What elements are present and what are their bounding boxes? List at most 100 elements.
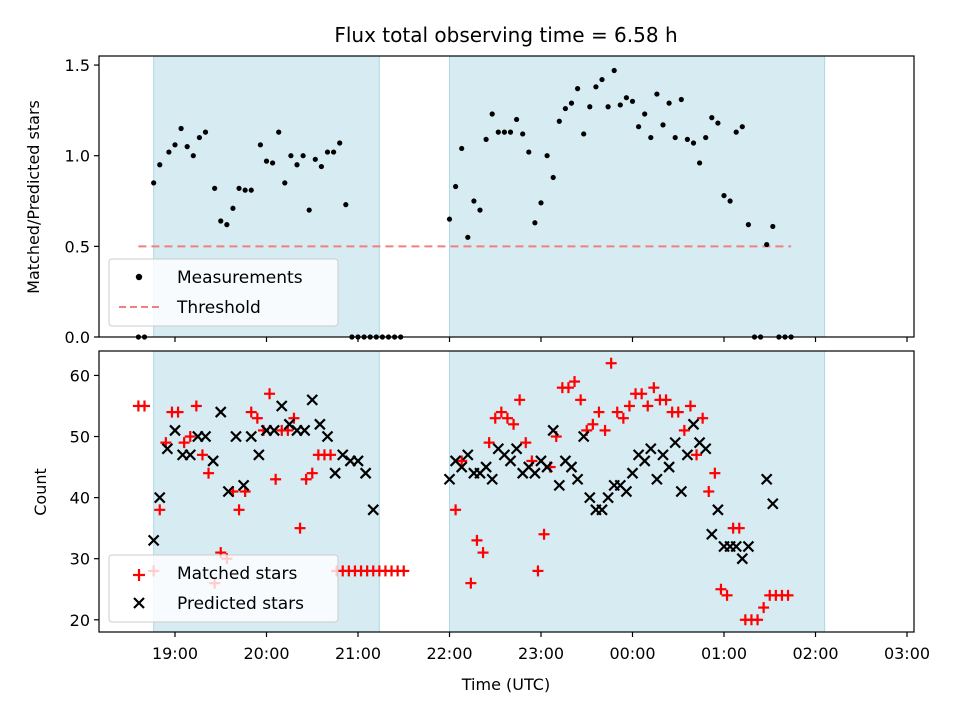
bottom-x-tick-label: 02:00	[792, 644, 838, 663]
measurement-point	[587, 104, 593, 110]
measurement-point	[727, 198, 733, 204]
predicted-star-point	[321, 430, 334, 443]
matched-star-point	[489, 412, 501, 424]
measurement-point	[636, 124, 642, 130]
predicted-star-point	[207, 455, 219, 467]
bottom-x-axis-label: Time (UTC)	[461, 675, 550, 694]
measurement-point	[684, 136, 691, 142]
measurement-point	[581, 131, 587, 137]
measurement-point	[276, 129, 282, 135]
measurement-point	[648, 134, 654, 141]
measurement-point	[282, 180, 288, 186]
bottom-x-tick-label: 23:00	[518, 644, 564, 663]
predicted-star-point	[730, 540, 742, 553]
measurement-point	[257, 142, 263, 148]
matched-star-point	[611, 406, 623, 418]
predicted-star-point	[645, 442, 657, 455]
matched-star-point	[325, 449, 337, 461]
predicted-star-point	[153, 491, 166, 504]
measurement-point	[453, 183, 459, 190]
measurement-point	[642, 111, 648, 117]
matched-star-point	[538, 528, 550, 540]
measurement-point	[343, 202, 349, 208]
bottom-shaded-regions	[153, 350, 826, 633]
predicted-star-point	[314, 418, 326, 431]
measurement-point	[733, 129, 739, 135]
matched-star-point	[691, 449, 703, 461]
measurement-point	[157, 162, 163, 168]
predicted-star-point	[541, 461, 553, 473]
top-shaded-regions	[153, 55, 826, 338]
predicted-star-point	[147, 534, 160, 547]
matched-star-point	[251, 412, 263, 424]
measurement-point	[611, 67, 617, 74]
measurement-point	[318, 163, 324, 170]
predicted-star-point	[687, 418, 700, 431]
measurement-point	[666, 100, 672, 106]
bottom-x-tick-label: 01:00	[701, 644, 747, 663]
bottom-panel: 20 30 40 50 60 19:00 20:00 21:00 22:00 23:00 00:0…	[31, 350, 930, 694]
measurement-point	[709, 115, 715, 121]
predicted-star-point	[214, 406, 227, 418]
top-y-tick-label: 0.0	[65, 328, 90, 347]
matched-star-point	[617, 412, 629, 424]
matched-star-point	[636, 388, 648, 400]
legend-matched-marker	[133, 569, 145, 581]
matched-star-point	[154, 504, 166, 516]
measurement-point	[764, 241, 770, 248]
measurement-point	[538, 200, 544, 206]
measurement-point	[190, 153, 196, 159]
predicted-star-point	[681, 449, 694, 461]
measurement-point	[202, 129, 209, 135]
matched-star-point	[648, 382, 660, 394]
measurement-point	[230, 205, 236, 211]
measurement-point	[324, 149, 331, 155]
measurement-point	[623, 95, 630, 101]
matched-star-point	[300, 473, 312, 485]
bottom-plot-frame	[98, 350, 915, 633]
measurement-point	[263, 158, 270, 164]
matched-star-point	[605, 357, 617, 369]
measurement-point	[331, 149, 337, 155]
measurement-point	[446, 216, 453, 222]
bottom-y-tick-label: 40	[70, 489, 90, 508]
predicted-star-point	[245, 430, 258, 443]
measurement-point	[721, 192, 727, 199]
measurement-point	[489, 111, 495, 117]
top-y-axis-label: Matched/Predicted stars	[24, 100, 43, 294]
bottom-x-tick-label: 03:00	[884, 644, 930, 663]
bottom-y-tick-label: 20	[70, 611, 90, 630]
matched-star-point	[752, 614, 764, 626]
predicted-star-point	[222, 485, 235, 498]
predicted-star-point	[462, 449, 474, 461]
predicted-star-point	[742, 540, 755, 553]
matched-star-point	[264, 388, 276, 400]
predicted-star-point	[237, 479, 250, 492]
measurement-point	[697, 160, 703, 166]
measurement-point	[532, 220, 538, 226]
predicted-star-point	[669, 436, 681, 449]
measurement-point	[300, 153, 306, 159]
bottom-x-tick-label: 19:00	[152, 644, 198, 663]
predicted-star-point	[565, 461, 578, 473]
matched-star-point	[642, 400, 654, 412]
matched-star-point	[178, 437, 190, 449]
predicted-star-point	[306, 394, 319, 406]
matched-star-point	[782, 589, 794, 601]
matched-star-point	[660, 394, 672, 406]
measurement-point	[465, 234, 471, 240]
predicted-star-point	[184, 449, 197, 461]
matched-star-point	[398, 565, 410, 577]
bottom-shaded-region	[449, 350, 826, 633]
matched-star-point	[450, 504, 462, 516]
measurement-point	[236, 185, 242, 191]
matched-star-point	[306, 467, 318, 479]
predicted-star-point	[443, 473, 456, 486]
top-plot-frame	[98, 55, 915, 338]
matched-star-point	[587, 418, 599, 430]
matched-star-point	[623, 400, 635, 412]
measurement-point	[544, 153, 550, 159]
measurement-point	[166, 149, 172, 155]
measurement-point	[605, 104, 611, 110]
